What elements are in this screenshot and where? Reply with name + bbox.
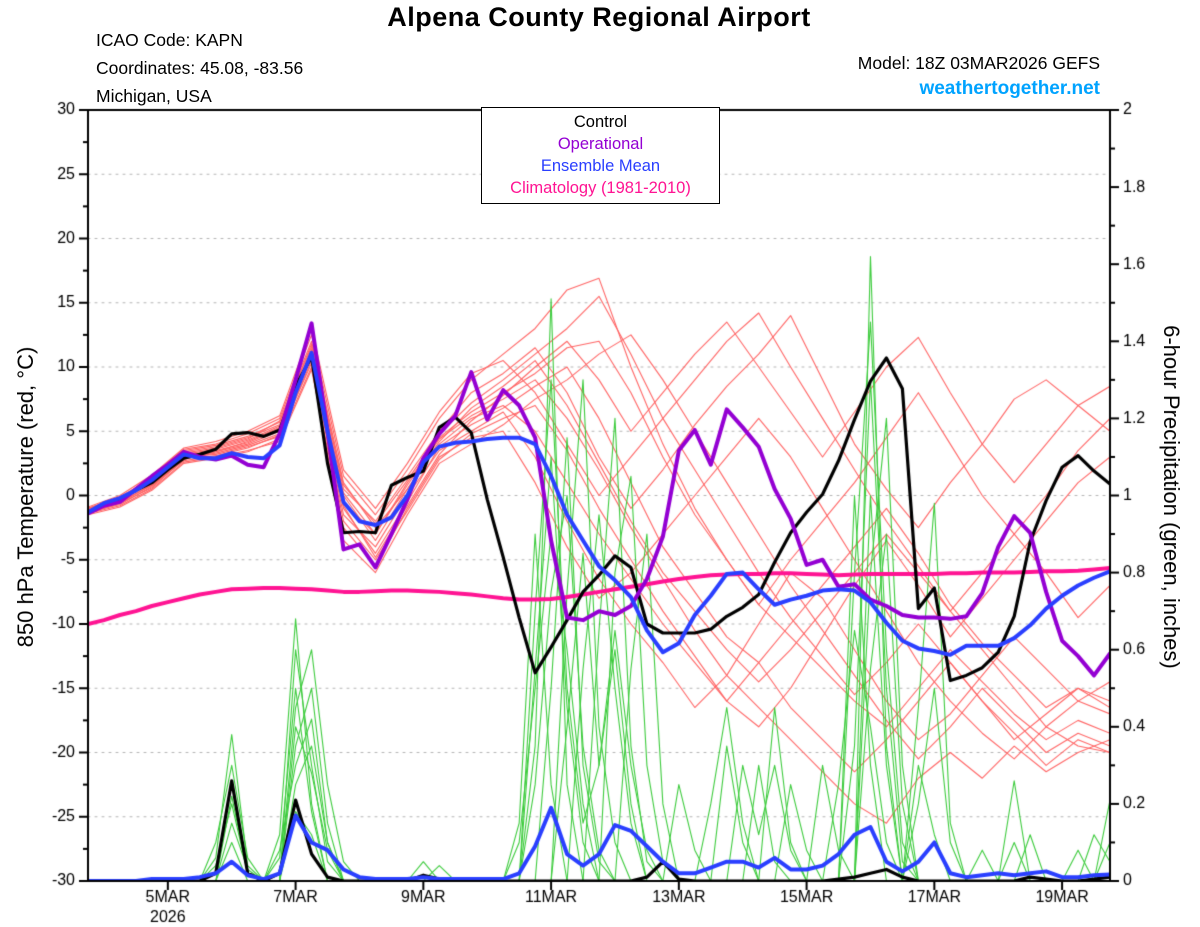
page-title: Alpena County Regional Airport (387, 2, 811, 32)
icao-code-line: ICAO Code: KAPN (96, 30, 243, 50)
left-axis-title: 850 hPa Temperature (red, °C) (13, 346, 38, 648)
legend-entry-operational: Operational (557, 135, 644, 153)
coordinates-line: Coordinates: 45.08, -83.56 (96, 58, 304, 78)
site-link[interactable]: weathertogether.net (919, 78, 1100, 99)
legend-entry-ensemble-mean: Ensemble Mean (540, 157, 661, 175)
legend-entry-climatology: Climatology (1981-2010) (510, 179, 691, 197)
right-axis-title: 6-hour Precipitation (green, inches) (1159, 325, 1184, 669)
legend-box: Control Operational Ensemble Mean Climat… (481, 107, 720, 204)
model-run-label: Model: 18Z 03MAR2026 GEFS (857, 53, 1100, 73)
legend-entry-control: Control (573, 113, 628, 131)
region-line: Michigan, USA (96, 86, 212, 106)
